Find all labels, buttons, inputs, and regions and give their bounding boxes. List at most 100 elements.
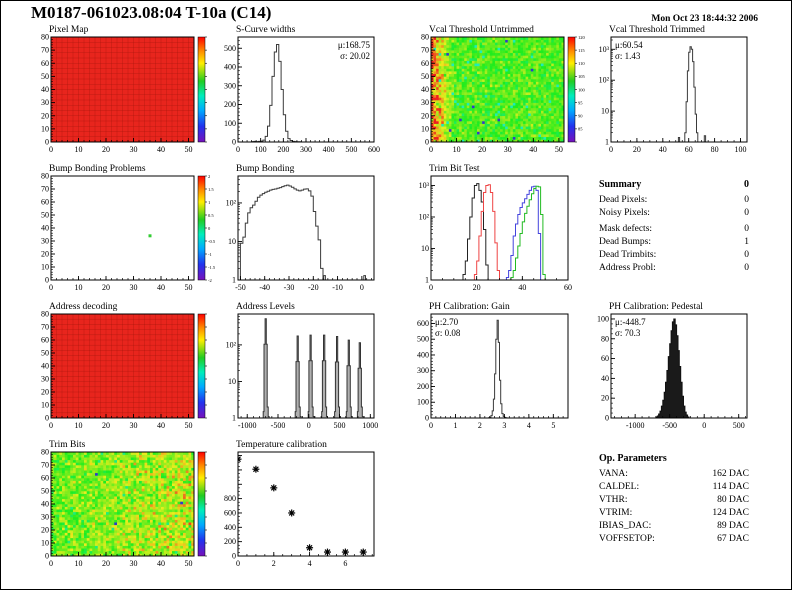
svg-text:200: 200: [224, 100, 236, 109]
svg-text:10: 10: [601, 107, 609, 116]
op-param-value: 89 DAC: [717, 521, 749, 531]
svg-text:10²: 10²: [226, 198, 237, 207]
svg-text:σ: 1.43: σ: 1.43: [615, 51, 641, 61]
summary-row-mask-defects: Mask defects: 0: [599, 223, 749, 236]
plot-address-levels: Address Levels -1000 -500 0 500 1000 1 10 10²: [210, 302, 384, 433]
svg-text:70: 70: [421, 46, 429, 55]
svg-text:10: 10: [75, 283, 83, 292]
svg-text:400: 400: [323, 145, 335, 154]
svg-text:0: 0: [425, 138, 429, 147]
svg-text:40: 40: [421, 85, 429, 94]
summary-label: Dead Bumps:: [599, 237, 651, 247]
svg-text:120: 120: [578, 35, 586, 40]
svg-text:300: 300: [300, 145, 312, 154]
op-param-value: 114 DAC: [712, 482, 749, 492]
op-param-row-caldel: CALDEL: 114 DAC: [599, 481, 749, 494]
svg-text:60: 60: [564, 283, 572, 292]
svg-text:600: 600: [368, 145, 380, 154]
svg-text:40: 40: [41, 362, 49, 371]
svg-text:-1.5: -1.5: [208, 265, 216, 270]
svg-text:30: 30: [41, 98, 49, 107]
svg-text:80: 80: [41, 33, 49, 42]
op-parameters-heading: Op. Parameters: [599, 453, 667, 464]
svg-text:40: 40: [41, 224, 49, 233]
svg-text:20: 20: [102, 421, 110, 430]
svg-text:0: 0: [45, 276, 49, 285]
op-param-label: CALDEL:: [599, 482, 640, 492]
svg-text:20: 20: [633, 145, 641, 154]
summary-row-dead-trimbits: Dead Trimbits: 0: [599, 249, 749, 262]
svg-text:σ: 20.02: σ: 20.02: [340, 51, 370, 61]
svg-text:70: 70: [41, 185, 49, 194]
op-parameters-panel: Op. Parameters VANA: 162 DAC CALDEL: 114 D…: [599, 453, 749, 546]
plot-title: Bump Bonding Problems: [49, 164, 146, 174]
svg-text:-10: -10: [332, 283, 343, 292]
svg-text:105: 105: [578, 74, 586, 79]
op-param-label: VANA:: [599, 469, 628, 479]
svg-text:100: 100: [224, 119, 236, 128]
op-param-label: IBIAS_DAC:: [599, 521, 652, 531]
svg-text:μ:168.75: μ:168.75: [338, 40, 371, 50]
op-param-label: VOFFSETOP:: [599, 534, 655, 544]
summary-row-dead-pixels: Dead Pixels: 0: [599, 194, 749, 207]
svg-text:50: 50: [185, 283, 193, 292]
svg-text:10³: 10³: [419, 181, 430, 190]
summary-label: Noisy Pixels:: [599, 208, 650, 218]
svg-text:0: 0: [609, 145, 613, 154]
svg-text:4: 4: [527, 421, 531, 430]
svg-text:10²: 10²: [419, 212, 430, 221]
plot-vcal-threshold-trimmed: Vcal Threshold Trimmed 0 20 40 60 80 100 1 10 10²…: [583, 25, 757, 157]
svg-text:1: 1: [453, 421, 457, 430]
svg-text:0: 0: [236, 145, 240, 154]
svg-text:50: 50: [41, 211, 49, 220]
op-param-value: 80 DAC: [717, 495, 749, 505]
svg-text:100: 100: [255, 145, 267, 154]
svg-text:-50: -50: [235, 283, 246, 292]
op-param-row-vana: VANA: 162 DAC: [599, 468, 749, 481]
svg-text:30: 30: [504, 145, 512, 154]
svg-text:500: 500: [417, 335, 429, 344]
summary-heading-row: Summary 0: [599, 179, 749, 190]
svg-text:3: 3: [502, 421, 506, 430]
svg-text:100: 100: [417, 398, 429, 407]
svg-text:2: 2: [478, 421, 482, 430]
svg-text:-20: -20: [308, 283, 319, 292]
svg-text:0: 0: [429, 283, 433, 292]
svg-text:μ:-448.7: μ:-448.7: [615, 317, 646, 327]
plot-title: Bump Bonding: [236, 164, 295, 174]
svg-text:80: 80: [41, 310, 49, 319]
svg-text:50: 50: [41, 72, 49, 81]
plot-title: PH Calibration: Pedestal: [609, 302, 703, 312]
svg-text:0: 0: [429, 145, 433, 154]
svg-text:50: 50: [421, 72, 429, 81]
svg-text:1: 1: [232, 414, 236, 423]
svg-text:50: 50: [555, 145, 563, 154]
plot-title: Trim Bit Test: [429, 164, 480, 174]
svg-text:10: 10: [75, 421, 83, 430]
svg-text:500: 500: [224, 44, 236, 53]
svg-text:10: 10: [75, 145, 83, 154]
svg-text:0: 0: [232, 138, 236, 147]
svg-text:0: 0: [307, 421, 311, 430]
svg-text:95: 95: [578, 100, 583, 105]
svg-text:400: 400: [417, 350, 429, 359]
svg-text:50: 50: [41, 349, 49, 358]
svg-text:20: 20: [601, 394, 609, 403]
report-canvas: M0187-061023.08:04 T-10a (C14) Mon Oct 2…: [0, 0, 792, 590]
svg-text:-2: -2: [208, 278, 212, 283]
summary-value: 0: [744, 195, 749, 205]
svg-text:80: 80: [41, 172, 49, 181]
svg-text:100: 100: [735, 145, 747, 154]
op-param-value: 67 DAC: [717, 534, 749, 544]
plot-title: Trim Bits: [49, 440, 86, 450]
svg-text:-500: -500: [662, 421, 677, 430]
svg-text:1: 1: [232, 276, 236, 285]
summary-value: 0: [744, 208, 749, 218]
summary-value: 0: [744, 224, 749, 234]
svg-text:30: 30: [421, 98, 429, 107]
svg-text:20: 20: [421, 111, 429, 120]
svg-text:20: 20: [102, 145, 110, 154]
svg-text:20: 20: [41, 250, 49, 259]
svg-text:0: 0: [702, 421, 706, 430]
svg-text:2: 2: [208, 174, 210, 179]
